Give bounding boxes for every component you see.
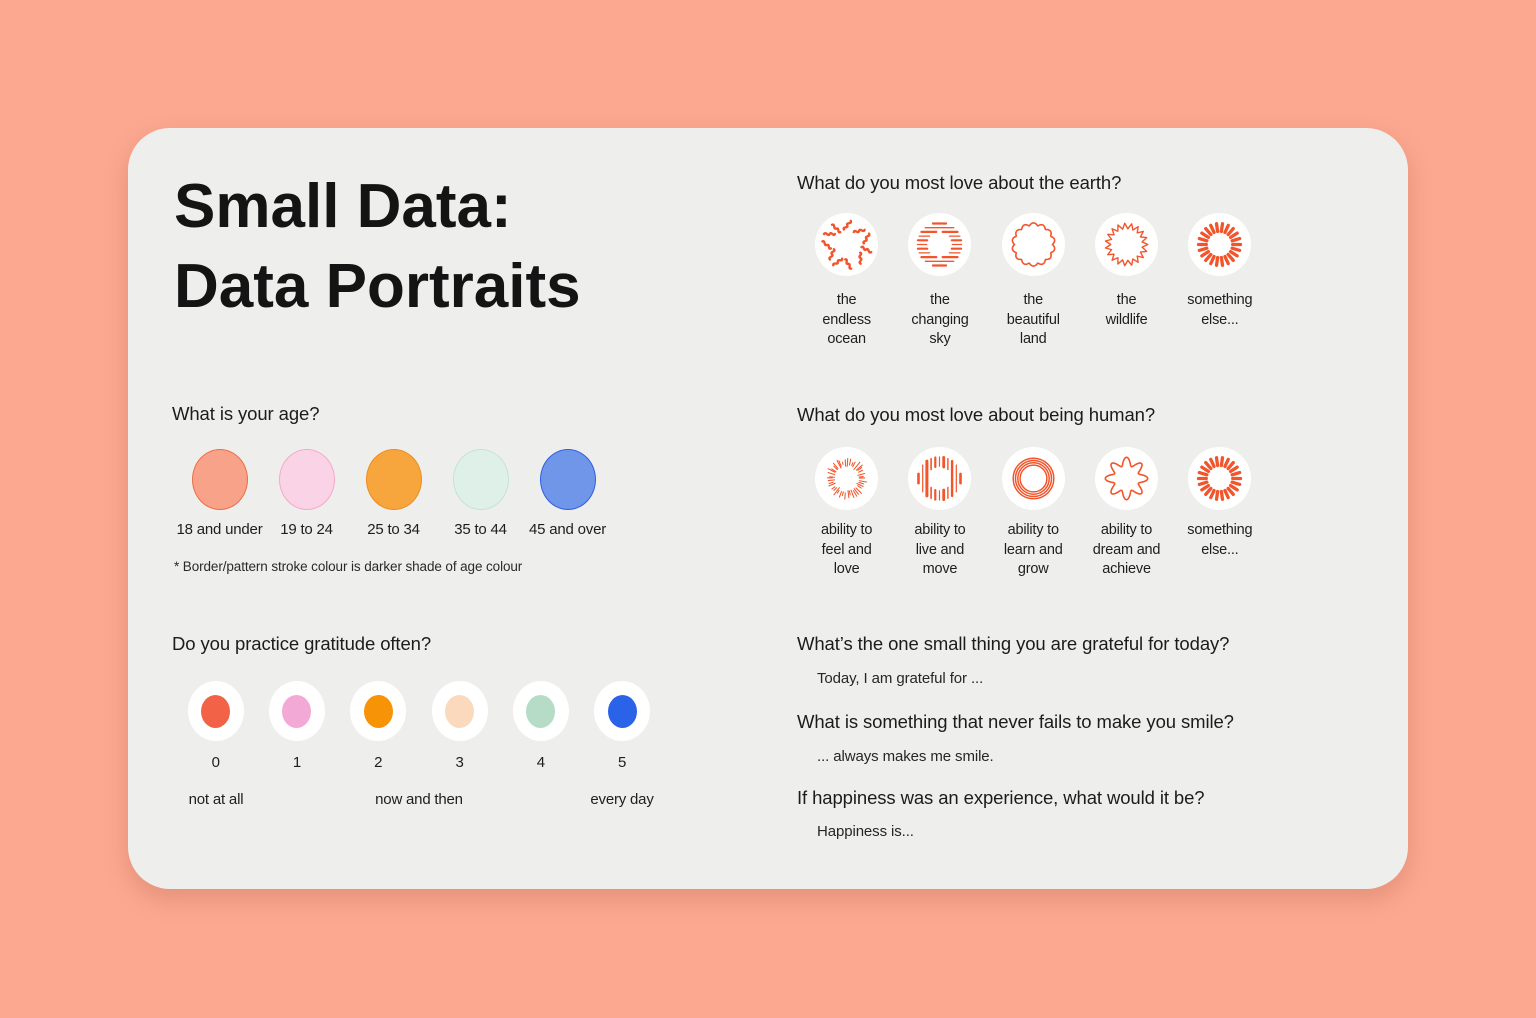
gratitude-options-row	[175, 681, 663, 741]
age-option-25-34	[350, 448, 437, 510]
gratitude-circle	[512, 681, 569, 741]
gratitude-circle	[350, 681, 407, 741]
gratitude-circle	[187, 681, 244, 741]
gratitude-option-1	[256, 681, 337, 741]
gratitude-dot-2	[363, 694, 393, 728]
earth-icons-row	[800, 213, 1266, 276]
earth-question: What do you most love about the earth?	[797, 172, 1122, 193]
prompt-question-grateful: What’s the one small thing you are grate…	[797, 633, 1230, 654]
human-option-label: ability to learn and grow	[1003, 522, 1063, 577]
grow-rings-icon	[1001, 447, 1065, 510]
gratitude-option-2	[338, 681, 419, 741]
age-option-35-44	[437, 448, 524, 510]
age-label: 18 and under	[176, 521, 263, 538]
age-labels-row: 18 and under 19 to 24 25 to 34 35 to 44 …	[176, 520, 611, 540]
age-swatch-18-under	[191, 448, 248, 510]
gratitude-circle	[594, 681, 651, 741]
age-swatch-25-34	[365, 448, 422, 510]
dream-star-icon	[1095, 447, 1159, 510]
gratitude-value: 2	[374, 754, 383, 771]
age-label: 25 to 34	[367, 521, 420, 538]
age-label: 45 and over	[528, 521, 607, 538]
ocean-squiggles-icon	[815, 213, 879, 276]
human-option-label: ability to dream and achieve	[1092, 522, 1161, 577]
age-option-18-under	[176, 448, 263, 510]
gratitude-dot-4	[526, 694, 556, 728]
age-question: What is your age?	[172, 403, 320, 424]
gratitude-dot-3	[445, 694, 475, 728]
human-question: What do you most love about being human?	[797, 404, 1156, 425]
gratitude-circle	[431, 681, 488, 741]
page-title: Small Data: Data Portraits	[174, 167, 581, 327]
love-rays-icon	[815, 447, 879, 510]
age-label: 35 to 44	[454, 521, 507, 538]
gratitude-value: 0	[211, 754, 220, 771]
age-swatch-45-over	[539, 448, 596, 510]
age-swatch-35-44	[452, 448, 509, 510]
title-line-1: Small Data:	[174, 172, 512, 241]
prompt-question-happiness: If happiness was an experience, what wou…	[797, 787, 1205, 808]
earth-option-label: the endless ocean	[822, 292, 871, 347]
earth-option-label: the beautiful land	[1006, 292, 1060, 347]
prompt-answer-grateful: Today, I am grateful for ...	[817, 670, 984, 687]
scale-label-max: every day	[590, 791, 654, 808]
earth-option-label: something else...	[1187, 292, 1253, 328]
human-option-label: something else...	[1187, 522, 1253, 558]
gratitude-option-5	[581, 681, 662, 741]
human-icons-row	[800, 447, 1266, 510]
prompt-question-smile: What is something that never fails to ma…	[797, 711, 1234, 732]
age-options-row	[176, 448, 611, 510]
gratitude-value: 1	[292, 754, 302, 771]
gratitude-option-3	[419, 681, 500, 741]
earth-option-label: the wildlife	[1105, 292, 1148, 328]
prompt-answer-happiness: Happiness is...	[817, 823, 914, 840]
sunburst-dashes-icon	[1188, 447, 1252, 510]
gratitude-dot-0	[201, 694, 231, 728]
gratitude-option-4	[500, 681, 581, 741]
title-line-2: Data Portraits	[174, 252, 581, 321]
human-option-label: ability to feel and love	[821, 522, 873, 577]
earth-labels-row: the endless ocean the changing sky the b…	[800, 291, 1266, 350]
earth-option-label: the changing sky	[911, 292, 969, 347]
wildlife-zigzag-icon	[1095, 213, 1159, 276]
age-option-45-over	[524, 448, 611, 510]
sky-lines-icon	[908, 213, 972, 276]
gratitude-value: 4	[536, 754, 545, 771]
age-label: 19 to 24	[280, 521, 333, 538]
gratitude-values-row: 0 1 2 3 4 5	[175, 753, 663, 773]
age-swatch-19-24	[278, 448, 335, 510]
gratitude-option-0	[175, 681, 256, 741]
gratitude-question: Do you practice gratitude often?	[172, 633, 432, 654]
sunburst-dashes-icon	[1188, 213, 1252, 276]
land-scallop-icon	[1001, 213, 1065, 276]
gratitude-circle	[268, 681, 325, 741]
age-note: * Border/pattern stroke colour is darker…	[174, 559, 523, 574]
gratitude-dot-5	[607, 694, 637, 728]
human-option-label: ability to live and move	[914, 522, 966, 577]
age-option-19-24	[263, 448, 350, 510]
scale-label-min: not at all	[188, 791, 244, 808]
move-bars-icon	[908, 447, 972, 510]
gratitude-dot-1	[282, 694, 312, 728]
human-labels-row: ability to feel and love ability to live…	[800, 521, 1266, 580]
gratitude-value: 3	[455, 754, 464, 771]
prompt-answer-smile: ... always makes me smile.	[817, 748, 994, 765]
scale-label-mid: now and then	[375, 791, 463, 808]
gratitude-value: 5	[618, 754, 627, 771]
